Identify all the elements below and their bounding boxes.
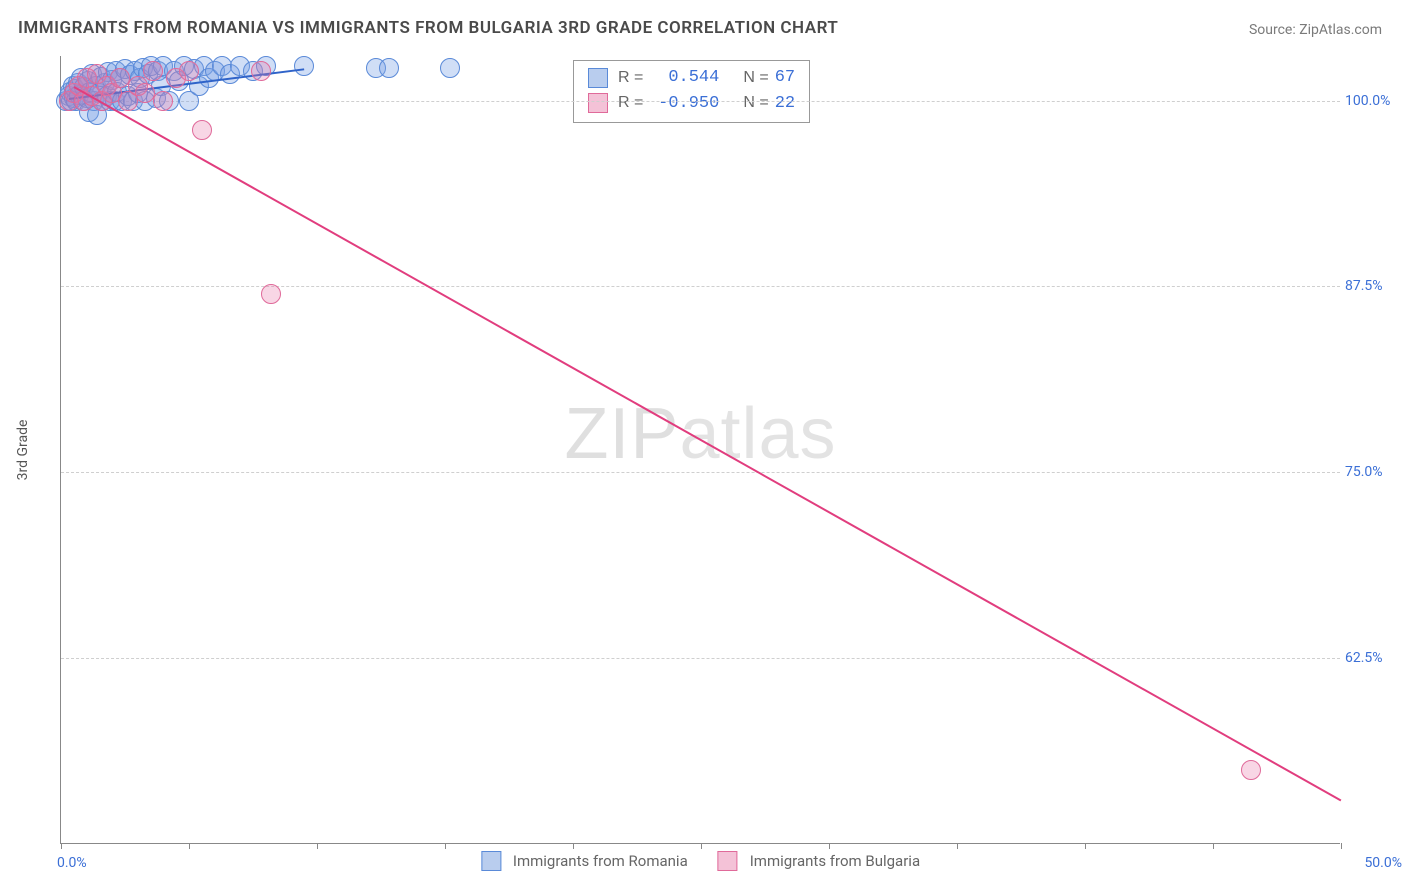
- legend-item-romania: Immigrants from Romania: [481, 851, 688, 871]
- x-axis-max-label: 50.0%: [1364, 855, 1402, 871]
- data-point-bulgaria: [192, 120, 212, 140]
- source-link[interactable]: ZipAtlas.com: [1299, 22, 1382, 38]
- data-point-bulgaria: [179, 61, 199, 81]
- source-prefix: Source:: [1249, 22, 1299, 38]
- legend-swatch-romania: [481, 851, 501, 871]
- x-axis-min-label: 0.0%: [57, 855, 87, 871]
- data-point-romania: [294, 56, 314, 76]
- x-tick: [829, 843, 830, 849]
- r-value-romania: 0.544: [649, 65, 719, 91]
- y-tick-label: 87.5%: [1345, 278, 1400, 294]
- plot-area: 3rd Grade ZIPatlas 0.0% 50.0% R = 0.544N…: [60, 56, 1340, 844]
- n-label: N =: [743, 66, 768, 90]
- n-value-bulgaria: 22: [775, 91, 795, 117]
- corr-row-bulgaria: R = -0.950 N = 22: [588, 91, 795, 117]
- r-value-bulgaria: -0.950: [649, 91, 719, 117]
- data-point-bulgaria: [251, 61, 271, 81]
- corr-row-romania: R = 0.544 N = 67: [588, 65, 795, 91]
- x-tick: [701, 843, 702, 849]
- y-tick-label: 75.0%: [1345, 464, 1400, 480]
- y-tick-label: 62.5%: [1345, 650, 1400, 666]
- x-tick: [445, 843, 446, 849]
- data-point-romania: [440, 58, 460, 78]
- r-label: R =: [618, 91, 643, 115]
- n-value-romania: 67: [775, 65, 795, 91]
- gridline: [61, 472, 1340, 473]
- n-label: N =: [743, 91, 768, 115]
- gridline: [61, 286, 1340, 287]
- legend-swatch-bulgaria: [718, 851, 738, 871]
- watermark-zip: ZIP: [564, 394, 679, 474]
- gridline: [61, 658, 1340, 659]
- r-label: R =: [618, 66, 643, 90]
- correlation-legend: R = 0.544 N = 67 R = -0.950 N = 22: [573, 60, 810, 123]
- chart-title: IMMIGRANTS FROM ROMANIA VS IMMIGRANTS FR…: [18, 18, 838, 38]
- legend-label-romania: Immigrants from Romania: [513, 852, 688, 870]
- x-tick: [573, 843, 574, 849]
- chart-container: IMMIGRANTS FROM ROMANIA VS IMMIGRANTS FR…: [0, 0, 1406, 892]
- data-point-bulgaria: [143, 61, 163, 81]
- watermark: ZIPatlas: [564, 393, 836, 475]
- x-tick: [317, 843, 318, 849]
- data-point-bulgaria: [261, 284, 281, 304]
- data-point-bulgaria: [1241, 760, 1261, 780]
- x-tick: [189, 843, 190, 849]
- y-axis-title: 3rd Grade: [15, 419, 31, 480]
- watermark-atlas: atlas: [679, 394, 836, 474]
- x-tick: [61, 843, 62, 849]
- trend-line-bulgaria: [73, 86, 1341, 801]
- swatch-romania: [588, 68, 608, 88]
- x-tick: [1085, 843, 1086, 849]
- data-point-bulgaria: [153, 91, 173, 111]
- x-tick: [1341, 843, 1342, 849]
- swatch-bulgaria: [588, 93, 608, 113]
- legend-label-bulgaria: Immigrants from Bulgaria: [750, 852, 920, 870]
- gridline: [61, 101, 1340, 102]
- series-legend: Immigrants from Romania Immigrants from B…: [481, 851, 920, 871]
- source-attribution: Source: ZipAtlas.com: [1249, 22, 1382, 38]
- data-point-romania: [379, 58, 399, 78]
- x-tick: [957, 843, 958, 849]
- x-tick: [1213, 843, 1214, 849]
- y-tick-label: 100.0%: [1345, 93, 1400, 109]
- legend-item-bulgaria: Immigrants from Bulgaria: [718, 851, 920, 871]
